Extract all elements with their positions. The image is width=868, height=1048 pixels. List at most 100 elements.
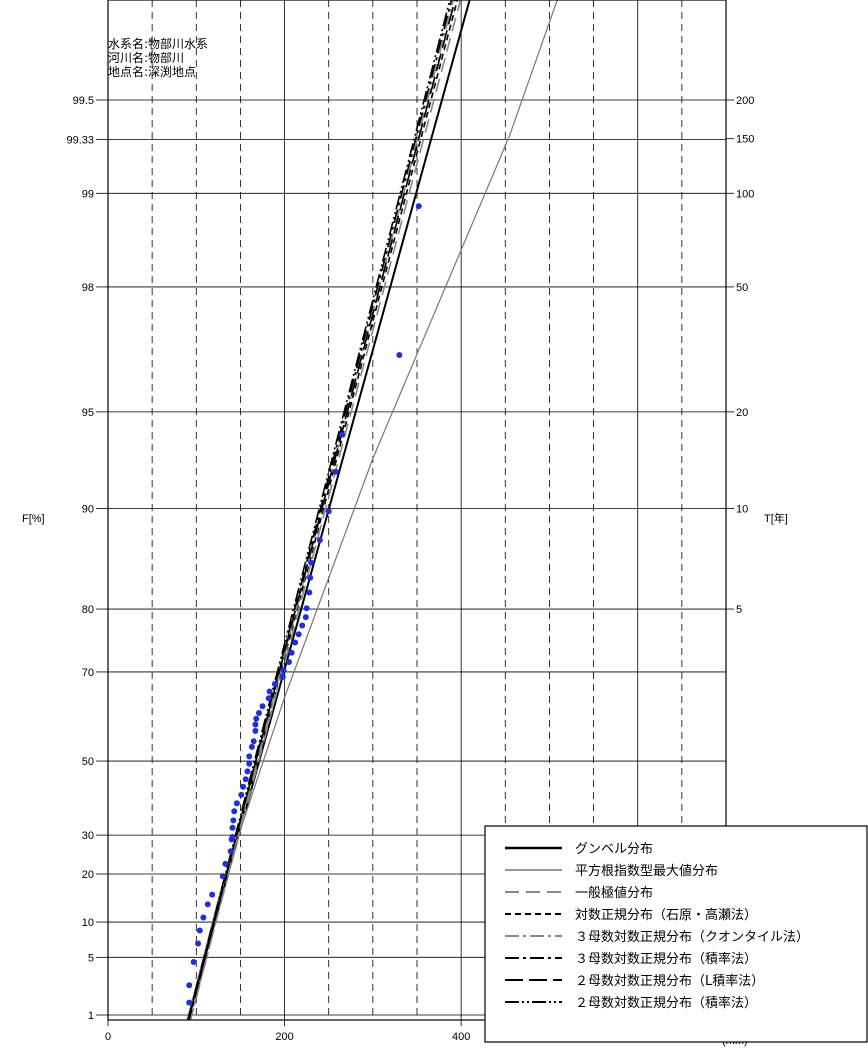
data-point: [259, 703, 266, 710]
y-tick-label-left: 99: [82, 188, 94, 200]
data-point: [219, 873, 226, 880]
legend-label: グンベル分布: [575, 842, 653, 857]
y-tick-label-left: 99.5: [73, 95, 94, 107]
series-line-ln2m: [187, 0, 451, 1020]
data-point: [252, 727, 259, 734]
series-line-ln3q: [189, 0, 455, 1020]
data-point: [222, 860, 229, 867]
y-axis-label-right: T[年]: [764, 511, 788, 525]
data-point: [285, 659, 292, 666]
series-line-ln3m: [188, 0, 453, 1020]
data-point: [231, 808, 238, 815]
data-point: [303, 605, 310, 612]
data-point: [200, 914, 207, 921]
data-point: [240, 783, 247, 790]
data-point: [196, 927, 203, 934]
data-point: [195, 940, 202, 947]
data-point: [204, 901, 211, 908]
y-tick-label-right: 100: [736, 188, 754, 200]
y-tick-label-left: 95: [82, 407, 94, 419]
y-tick-label-left: 80: [82, 604, 94, 616]
y-tick-label-left: 20: [82, 869, 94, 881]
series-line-ln2l: [187, 0, 456, 1020]
x-tick-label: 0: [105, 1031, 111, 1043]
series-line-ln-ishihara: [188, 0, 459, 1020]
data-point: [229, 833, 236, 840]
y-tick-label-left: 10: [82, 917, 94, 929]
data-point: [279, 673, 286, 680]
data-point: [242, 776, 249, 783]
info-line-river: 河川名:物部川: [108, 50, 184, 65]
data-point: [230, 817, 237, 824]
info-line-water-system: 水系名:物部川水系: [108, 36, 208, 51]
data-point: [186, 999, 193, 1006]
data-point: [246, 760, 253, 767]
legend-label: 一般極値分布: [575, 885, 653, 901]
y-tick-label-left: 98: [82, 282, 94, 294]
y-tick-label-left: 5: [88, 952, 94, 964]
plot-frame: [96, 0, 734, 1026]
legend-label: 平方根指数型最大値分布: [575, 863, 718, 879]
data-point: [302, 614, 309, 621]
data-point: [396, 351, 403, 358]
y-axis-label-left: F[%]: [22, 513, 45, 525]
data-point: [271, 680, 278, 687]
data-point: [244, 768, 251, 775]
y-tick-label-right: 50: [736, 282, 748, 294]
legend-label: ３母数対数正規分布（クオンタイル法）: [575, 930, 809, 945]
y-tick-label-right: 150: [736, 134, 754, 146]
data-point: [292, 639, 299, 646]
data-point: [338, 431, 345, 438]
x-tick-label: 400: [452, 1031, 470, 1043]
y-tick-label-left: 99.33: [66, 134, 94, 146]
data-point: [306, 589, 313, 596]
y-tick-label-right: 200: [736, 95, 754, 107]
plot-border: [107, 0, 727, 1021]
legend-label: ２母数対数正規分布（積率法）: [575, 995, 757, 1011]
data-point: [186, 982, 193, 989]
series-line-gumbel: [186, 0, 471, 1020]
legend-label: ２母数対数正規分布（L積率法）: [575, 973, 764, 989]
info-line-station: 地点名:深渕地点: [108, 64, 196, 79]
x-tick-label: 200: [275, 1031, 293, 1043]
data-point: [238, 791, 245, 798]
data-point: [227, 848, 234, 855]
data-point: [280, 667, 287, 674]
y-tick-label-left: 90: [82, 503, 94, 515]
data-point: [308, 559, 315, 566]
legend-label: 対数正規分布（石原・高瀬法）: [575, 907, 757, 923]
station-info: 水系名:物部川水系 河川名:物部川 地点名:深渕地点: [108, 36, 208, 79]
data-point: [325, 508, 332, 515]
data-point: [250, 738, 257, 745]
data-point: [253, 715, 260, 722]
data-point: [266, 688, 273, 695]
data-point: [332, 468, 339, 475]
y-tick-label-right: 20: [736, 407, 748, 419]
data-point: [252, 721, 259, 728]
data-point: [229, 824, 236, 831]
data-point: [233, 800, 240, 807]
data-points: [186, 203, 422, 1006]
y-tick-label-right: 5: [736, 604, 742, 616]
data-point: [295, 631, 302, 638]
data-point: [415, 203, 422, 210]
legend-box: [484, 825, 868, 1043]
data-point: [288, 649, 295, 656]
data-point: [209, 891, 216, 898]
data-point: [255, 710, 262, 717]
data-point: [265, 695, 272, 702]
y-tick-label-left: 1: [88, 1010, 94, 1022]
y-tick-label-right: 10: [736, 503, 748, 515]
data-point: [248, 743, 255, 750]
data-point: [299, 622, 306, 629]
data-point: [190, 958, 197, 965]
data-point: [307, 574, 314, 581]
y-tick-label-left: 50: [82, 756, 94, 768]
y-tick-label-left: 70: [82, 667, 94, 679]
data-point: [316, 537, 323, 544]
data-point: [246, 753, 253, 760]
y-tick-label-left: 30: [82, 830, 94, 842]
legend-label: ３母数対数正規分布（積率法）: [575, 951, 757, 967]
